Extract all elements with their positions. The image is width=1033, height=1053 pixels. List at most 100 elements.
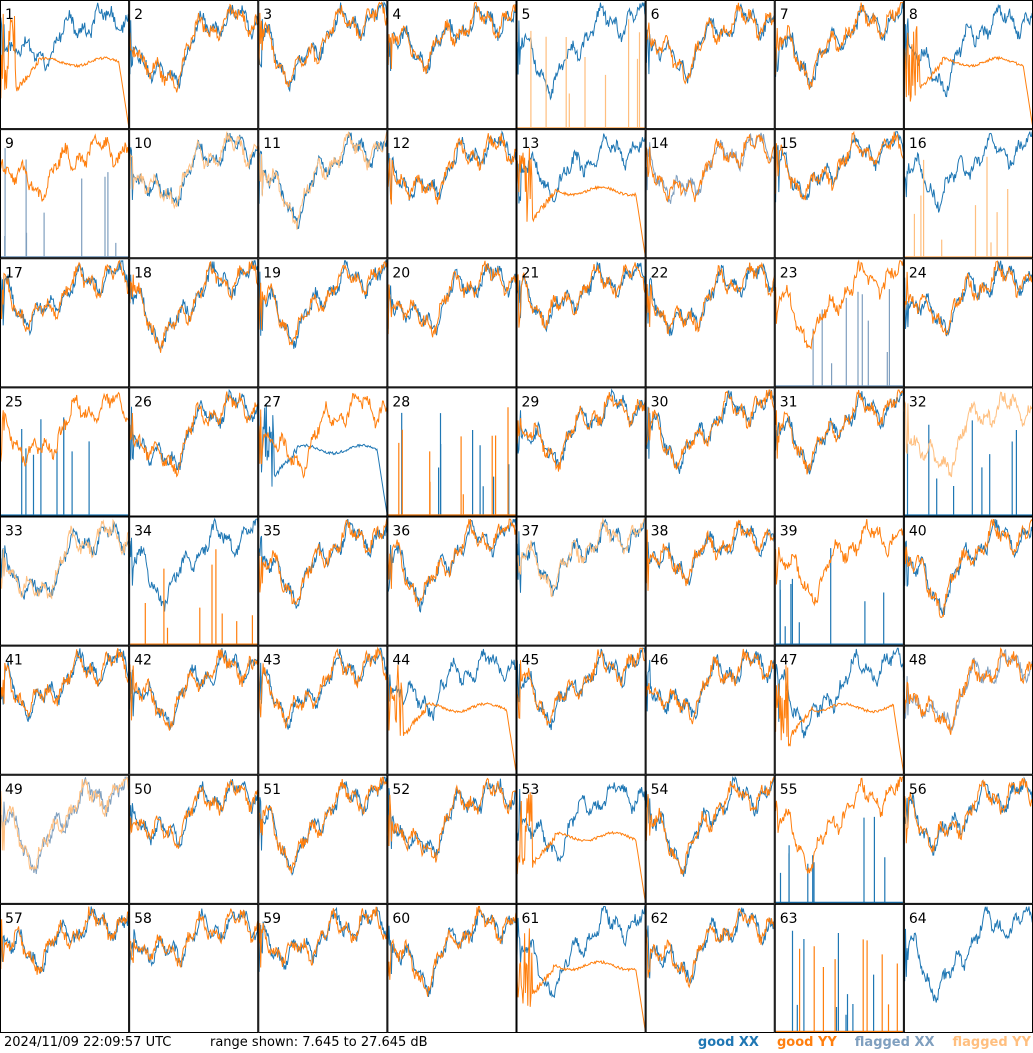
panel-plot (258, 260, 388, 349)
panel-number: 41 (5, 653, 23, 669)
panel: 61 (516, 903, 646, 1033)
panel-plot (387, 777, 517, 863)
panel-number: 55 (780, 782, 798, 798)
panel-plot (387, 648, 517, 774)
panel-plot (0, 648, 130, 722)
series-xx-line (258, 906, 388, 973)
panel: 33 (0, 516, 130, 646)
series-xx-line (775, 548, 903, 645)
panel-frame (387, 516, 517, 646)
panel: 31 (774, 387, 904, 517)
panel: 57 (0, 903, 130, 1033)
panel-plot (0, 2, 130, 128)
series-yy-line (645, 2, 775, 85)
panel-plot (516, 905, 646, 1032)
panel-frame (645, 129, 775, 259)
panel-plot (903, 260, 1033, 337)
panel-plot (387, 2, 517, 75)
series-xx-line (388, 412, 516, 516)
series-yy-line (516, 928, 646, 1032)
panel: 13 (516, 129, 646, 259)
series-yy-line (258, 392, 388, 479)
series-yy-line (774, 519, 904, 607)
series-xx-line (516, 2, 646, 101)
panel-number: 13 (522, 136, 540, 152)
panel-frame (516, 774, 646, 904)
panel-frame (774, 258, 904, 388)
panel-number: 32 (909, 394, 927, 410)
panel-plot (903, 776, 1033, 856)
panel-frame (129, 516, 259, 646)
series-xx-line (774, 2, 904, 89)
series-yy-line (258, 1, 388, 88)
series-yy-line (903, 778, 1033, 853)
panel-frame (0, 129, 130, 259)
panel-plot (516, 2, 646, 129)
panel-frame (645, 903, 775, 1033)
series-yy-line (903, 260, 1033, 336)
panel-frame (774, 645, 904, 775)
panel-plot (258, 519, 388, 609)
panel-frame (774, 516, 904, 646)
panel: 21 (516, 258, 646, 388)
series-yy-line (516, 391, 646, 472)
panel-number: 20 (392, 265, 410, 281)
panel-frame (516, 0, 646, 130)
panel-number: 6 (651, 7, 660, 23)
panel-plot (0, 776, 130, 875)
panel: 2 (129, 0, 259, 130)
panel: 35 (258, 516, 388, 646)
series-yy-line (903, 646, 1033, 735)
panel: 42 (129, 645, 259, 775)
series-xx-line (387, 4, 517, 74)
panel: 51 (258, 774, 388, 904)
series-yy-line (387, 664, 517, 774)
panel: 23 (774, 258, 904, 388)
series-xx-line (1, 148, 129, 258)
series-yy-line (0, 133, 130, 202)
panel-frame (129, 774, 259, 904)
panel-frame (258, 0, 388, 130)
series-yy-line (516, 262, 646, 330)
panel-frame (774, 903, 904, 1033)
panel: 32 (903, 387, 1033, 517)
panel-plot (129, 778, 259, 849)
panel-frame (258, 903, 388, 1033)
series-yy-line (774, 259, 904, 350)
legend: good XX good YY flagged XX flagged YY (680, 1033, 1031, 1053)
panel: 43 (258, 645, 388, 775)
series-xx-line (645, 3, 775, 84)
panel: 18 (129, 258, 259, 388)
panel-frame (645, 387, 775, 517)
panel-number: 39 (780, 524, 798, 540)
series-xx-line (129, 517, 259, 612)
panel-plot (645, 2, 775, 85)
panel-plot (0, 906, 130, 975)
panel-plot (0, 259, 130, 336)
panel-number: 29 (522, 394, 540, 410)
series-yy-line (129, 259, 259, 353)
panel-frame (387, 0, 517, 130)
panel: 14 (645, 129, 775, 259)
series-yy-line (388, 407, 516, 516)
panel-plot (387, 260, 517, 338)
panel-number: 42 (134, 653, 152, 669)
panel-number: 47 (780, 653, 798, 669)
series-xx-line (516, 261, 646, 333)
panel: 25 (0, 387, 130, 517)
panel-frame (258, 387, 388, 517)
series-yy-line (129, 908, 259, 969)
panel-plot (258, 392, 388, 516)
panel-frame (129, 0, 259, 130)
panel-number: 60 (392, 911, 410, 927)
panel: 29 (516, 387, 646, 517)
series-xx-line (0, 2, 130, 72)
panel-frame (129, 387, 259, 517)
panel-number: 46 (651, 653, 669, 669)
panel-frame (0, 774, 130, 904)
panel: 55 (774, 774, 904, 904)
panel-number: 33 (5, 524, 23, 540)
panel-plot (387, 130, 517, 205)
panel-number: 11 (263, 136, 281, 152)
